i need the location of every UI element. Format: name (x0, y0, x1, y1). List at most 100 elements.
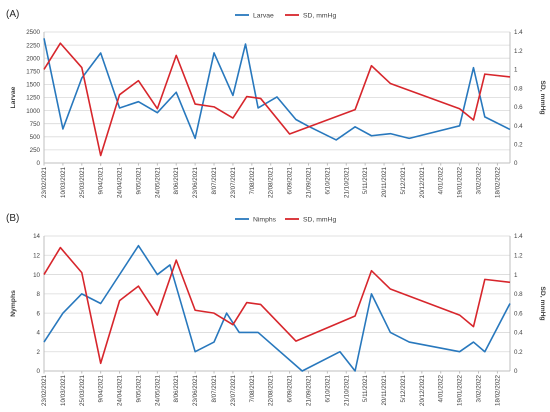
y2-tick-label-p1-2: 0.4 (514, 330, 523, 337)
y-axis-title-p0: Larvae (10, 86, 17, 108)
y-tick-label-p0-2: 500 (30, 134, 41, 141)
y2-tick-label-p1-4: 0.8 (514, 291, 523, 298)
x-tick-label-p1-18: 20/11/2021 (381, 374, 388, 405)
y2-tick-label-p0-2: 0.4 (514, 123, 523, 130)
chart-larvae: (A) 0 250 500 750 1000 1250 1500 1750 2000 2250 250… (6, 9, 546, 198)
y-tick-label-p0-0: 0 (37, 160, 41, 167)
x-tick-label-p0-21: 4/01/2022 (438, 166, 445, 194)
x-tick-label-p1-8: 23/06/2021 (192, 374, 199, 406)
x-tick-label-p1-14: 21/09/2021 (305, 374, 312, 406)
x-tick-label-p0-17: 5/11/2021 (362, 166, 369, 194)
x-tick-label-p0-9: 8/07/2021 (211, 166, 218, 194)
y-tick-label-p0-10: 2500 (26, 29, 40, 36)
x-tick-label-p0-23: 3/02/2022 (476, 166, 483, 194)
x-tick-label-p1-13: 6/09/2021 (287, 374, 294, 402)
x-tick-label-p1-17: 5/11/2021 (362, 374, 369, 402)
legend-label-p0-1: SD, mmHg (303, 12, 336, 19)
x-tick-label-p0-20: 20/12/2021 (419, 166, 426, 198)
x-tick-label-p0-24: 18/02/2022 (494, 166, 501, 198)
y2-axis-title-p0: SD, mmHg (539, 80, 546, 114)
series-line-p0-0 (43, 38, 511, 141)
series-line-p0-1 (43, 42, 511, 157)
x-tick-label-p1-4: 24/04/2021 (117, 374, 124, 406)
x-tick-label-p1-23: 3/02/2022 (476, 374, 483, 402)
x-tick-label-p0-5: 9/05/2021 (135, 166, 142, 194)
y2-tick-label-p1-3: 0.6 (514, 310, 523, 317)
y-tick-label-p1-1: 2 (37, 349, 41, 356)
x-tick-label-p1-22: 19/01/2022 (457, 374, 464, 406)
y-tick-label-p1-6: 12 (33, 252, 40, 259)
x-tick-label-p1-12: 22/08/2021 (268, 374, 275, 406)
x-tick-label-p0-0: 23/02/2021 (41, 166, 48, 198)
x-tick-label-p0-13: 6/09/2021 (287, 166, 294, 194)
y2-tick-label-p0-1: 0.2 (514, 141, 523, 148)
y2-tick-label-p0-3: 0.6 (514, 104, 523, 111)
legend-label-p0-0: Larvae (253, 12, 274, 19)
x-tick-label-p0-16: 21/10/2021 (343, 166, 350, 198)
x-tick-label-p0-22: 19/01/2022 (457, 166, 464, 198)
y-tick-label-p1-3: 6 (37, 310, 41, 317)
x-tick-label-p1-6: 24/05/2021 (154, 374, 161, 406)
chart-nymphs: (B) 0 2 4 6 8 10 12 14 0 0.2 0.4 0.6 0.8 1 1.2 1.4 23/02/… (6, 213, 546, 406)
x-tick-label-p1-1: 10/03/2021 (60, 374, 67, 406)
y-tick-label-p0-9: 2250 (26, 42, 40, 49)
x-tick-label-p1-19: 5/12/2021 (400, 374, 407, 402)
x-tick-label-p0-7: 8/06/2021 (173, 166, 180, 194)
y-tick-label-p0-7: 1750 (26, 69, 40, 76)
y-axis-title-p1: Nymphs (10, 290, 17, 317)
y-tick-label-p0-8: 2000 (26, 55, 40, 62)
x-tick-label-p0-3: 9/04/2021 (98, 166, 105, 194)
x-tick-label-p0-8: 23/06/2021 (192, 166, 199, 198)
x-tick-label-p1-0: 23/02/2021 (41, 374, 48, 406)
x-tick-label-p0-18: 20/11/2021 (381, 166, 388, 197)
x-tick-label-p0-1: 10/03/2021 (60, 166, 67, 198)
y2-tick-label-p1-5: 1 (514, 272, 518, 279)
x-tick-label-p1-3: 9/04/2021 (98, 374, 105, 402)
series-line-p1-1 (43, 246, 511, 365)
x-tick-label-p1-20: 20/12/2021 (419, 374, 426, 406)
x-tick-label-p0-2: 25/03/2021 (79, 166, 86, 198)
y2-tick-label-p0-5: 1 (514, 67, 518, 74)
y2-tick-label-p1-7: 1.4 (514, 233, 523, 240)
x-tick-label-p1-15: 6/10/2021 (324, 374, 331, 402)
y2-tick-label-p1-0: 0 (514, 368, 518, 375)
x-tick-label-p1-2: 25/03/2021 (79, 374, 86, 406)
y2-tick-label-p1-1: 0.2 (514, 349, 523, 356)
x-tick-label-p1-5: 9/05/2021 (135, 374, 142, 402)
x-tick-label-p0-11: 7/08/2021 (249, 166, 256, 194)
x-tick-label-p0-14: 21/09/2021 (305, 166, 312, 198)
x-tick-label-p0-6: 24/05/2021 (154, 166, 161, 198)
panel-label-p1: (B) (6, 213, 19, 224)
x-tick-label-p0-10: 23/07/2021 (230, 166, 237, 198)
y2-tick-label-p0-0: 0 (514, 160, 518, 167)
x-tick-label-p0-4: 24/04/2021 (117, 166, 124, 198)
x-tick-label-p1-24: 18/02/2022 (494, 374, 501, 406)
x-tick-label-p0-15: 6/10/2021 (324, 166, 331, 194)
y-tick-label-p1-7: 14 (33, 233, 40, 240)
x-tick-label-p1-10: 23/07/2021 (230, 374, 237, 406)
y-tick-label-p1-0: 0 (37, 368, 41, 375)
x-tick-label-p1-21: 4/01/2022 (438, 374, 445, 402)
panel-label-p0: (A) (6, 9, 19, 20)
y2-axis-title-p1: SD, mmHg (539, 286, 546, 320)
y-tick-label-p1-5: 10 (33, 272, 40, 279)
y2-tick-label-p1-6: 1.2 (514, 252, 523, 259)
y2-tick-label-p0-4: 0.8 (514, 85, 523, 92)
x-tick-label-p1-11: 7/08/2021 (249, 374, 256, 402)
x-tick-label-p0-19: 5/12/2021 (400, 166, 407, 194)
x-tick-label-p0-12: 22/08/2021 (268, 166, 275, 198)
series-line-p1-0 (43, 244, 511, 372)
x-tick-label-p1-16: 21/10/2021 (343, 374, 350, 406)
y-tick-label-p1-2: 4 (37, 330, 41, 337)
y2-tick-label-p0-6: 1.2 (514, 48, 523, 55)
legend-label-p1-0: Nimphs (253, 216, 277, 223)
y-tick-label-p0-1: 250 (30, 147, 41, 154)
y2-tick-label-p0-7: 1.4 (514, 29, 523, 36)
y-tick-label-p1-4: 8 (37, 291, 41, 298)
y-tick-label-p0-3: 750 (30, 121, 41, 128)
legend-label-p1-1: SD, mmHg (303, 216, 336, 223)
x-tick-label-p1-9: 8/07/2021 (211, 374, 218, 402)
y-tick-label-p0-5: 1250 (26, 95, 40, 102)
y-tick-label-p0-6: 1500 (26, 82, 40, 89)
